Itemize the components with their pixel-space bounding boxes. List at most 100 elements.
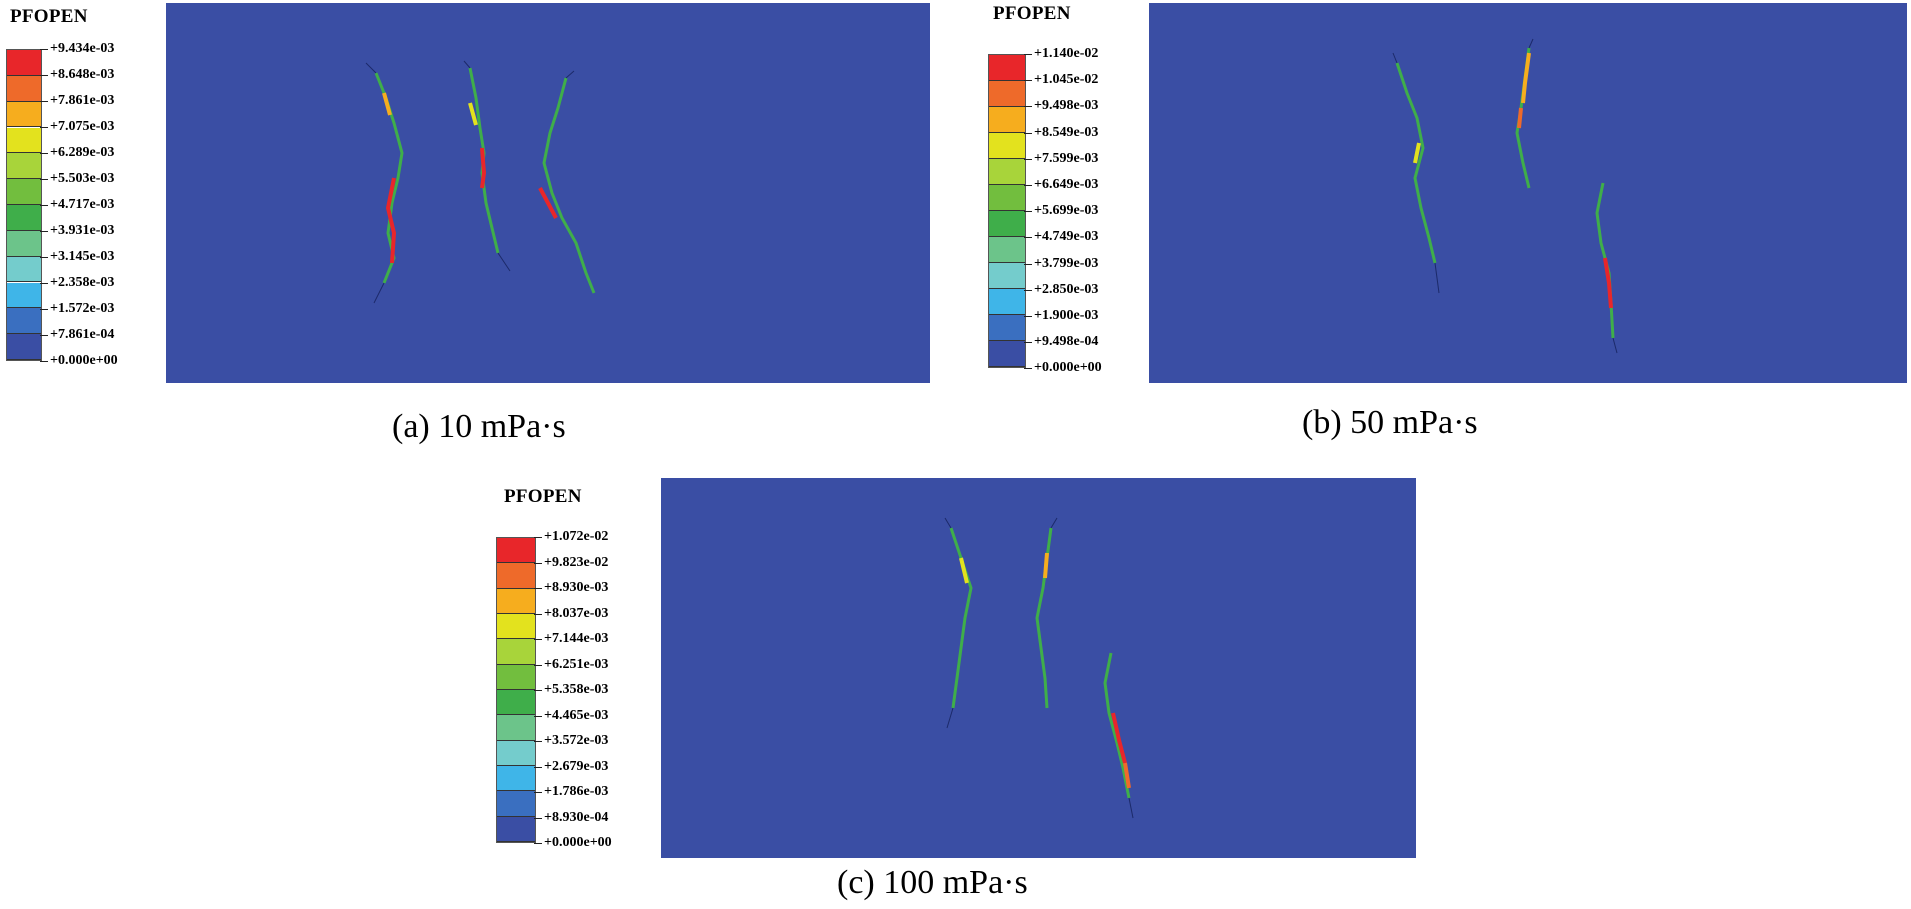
legend-swatch [7,334,41,360]
legend-tick-label: +9.498e-04 [1034,334,1099,350]
legend-tick-label: +3.799e-03 [1034,255,1099,271]
legend-swatch [7,75,41,102]
legend-tick-mark [534,766,542,768]
legend-tick-mark [40,231,48,232]
legend-swatch [989,211,1025,237]
legend-swatch [7,308,41,335]
legend-tick-mark [534,613,542,615]
legend-tick-label: +7.144e-03 [544,631,609,646]
legend-tick-mark [534,715,542,717]
legend-tick-label: +0.000e+00 [1034,360,1102,376]
legend-tick-label: +6.649e-03 [1034,177,1099,192]
legend-swatch [7,282,41,309]
legend-swatch [989,107,1025,133]
legend-tick-label: +2.850e-03 [1034,281,1099,297]
legend-swatch [989,185,1025,211]
panel-caption: (b) 50 mPa·s [1302,404,1478,441]
legend-title: PFOPEN [10,6,88,27]
legend-swatch [497,740,535,766]
legend-tick-label: +1.045e-02 [1034,72,1099,88]
legend-tick-mark [40,361,48,362]
legend-swatch [989,55,1025,81]
panel-caption: (c) 100 mPa·s [837,864,1028,901]
legend-swatch [7,101,41,128]
legend-tick-mark [40,335,48,336]
legend-tick-label: +2.358e-03 [50,275,115,290]
legend-tick-mark [534,792,542,793]
legend-tick-mark [1024,289,1032,291]
legend-swatch [989,315,1025,341]
legend-tick-label: +1.900e-03 [1034,308,1099,323]
legend-tick-mark [40,49,48,50]
legend-swatch [989,237,1025,263]
legend-swatch [497,791,535,817]
legend-tick-label: +5.358e-03 [544,682,609,697]
fracture-plot [1392,38,1618,354]
legend-swatch [989,159,1025,185]
legend-tick-mark [40,179,48,180]
legend-tick-mark [534,741,542,742]
legend-tick-mark [1024,158,1032,160]
legend-swatch [989,341,1025,367]
legend-swatch [7,50,41,76]
legend-tick-mark [1024,316,1032,317]
legend-tick-mark [1024,132,1032,134]
legend-tick-mark [534,588,542,589]
legend-tick-mark [534,639,542,640]
legend-swatch [989,263,1025,289]
plot-area [661,478,1416,858]
legend-tick-label: +9.823e-02 [544,554,609,570]
legend-tick-label: +6.251e-03 [544,656,609,672]
legend-tick-label: +7.075e-03 [50,119,115,134]
legend-tick-mark [1024,211,1032,213]
legend-tick-mark [534,843,542,844]
legend-tick-mark [1024,237,1032,239]
legend-tick-label: +7.599e-03 [1034,150,1099,166]
legend-tick-label: +4.465e-03 [544,707,609,723]
legend-title: PFOPEN [993,3,1071,24]
legend-tick-mark [40,101,48,102]
legend-tick-mark [534,664,542,666]
legend-tick-label: +0.000e+00 [50,353,118,368]
legend-tick-label: +3.931e-03 [50,223,115,238]
legend-tick-label: +5.699e-03 [1034,203,1099,219]
legend-swatch [989,81,1025,107]
color-legend-bar [496,537,536,843]
legend-tick-label: +7.861e-04 [50,327,115,342]
legend-tick-label: +3.145e-03 [50,249,115,264]
legend-title: PFOPEN [504,486,582,507]
plot-area [166,3,930,383]
legend-swatch [7,153,41,180]
legend-swatch [497,715,535,741]
legend-swatch [989,133,1025,159]
legend-tick-label: +9.434e-03 [50,41,115,56]
legend-tick-label: +0.000e+00 [544,835,612,850]
legend-tick-label: +8.549e-03 [1034,124,1099,140]
legend-tick-label: +8.037e-03 [544,605,609,621]
legend-swatch [7,127,41,154]
legend-tick-mark [40,309,48,310]
color-legend-bar [988,54,1026,368]
color-legend-bar [6,49,42,361]
plot-area [1149,3,1907,383]
legend-tick-label: +1.140e-02 [1034,46,1099,61]
fracture-plot [944,517,1134,819]
legend-tick-label: +1.786e-03 [544,784,609,799]
legend-swatch [7,179,41,205]
legend-tick-mark [534,537,542,538]
legend-tick-label: +8.930e-04 [544,809,609,825]
legend-tick-mark [1024,185,1032,186]
legend-tick-label: +4.717e-03 [50,197,115,212]
legend-tick-mark [40,127,48,128]
legend-swatch [497,690,535,716]
legend-tick-label: +9.498e-03 [1034,98,1099,114]
legend-tick-mark [40,75,48,76]
legend-tick-mark [1024,80,1032,82]
legend-swatch [497,588,535,614]
legend-swatch [497,614,535,640]
legend-tick-mark [534,690,542,691]
legend-swatch [497,639,535,665]
legend-swatch [497,766,535,792]
legend-tick-label: +3.572e-03 [544,733,609,748]
legend-tick-label: +8.930e-03 [544,580,609,595]
